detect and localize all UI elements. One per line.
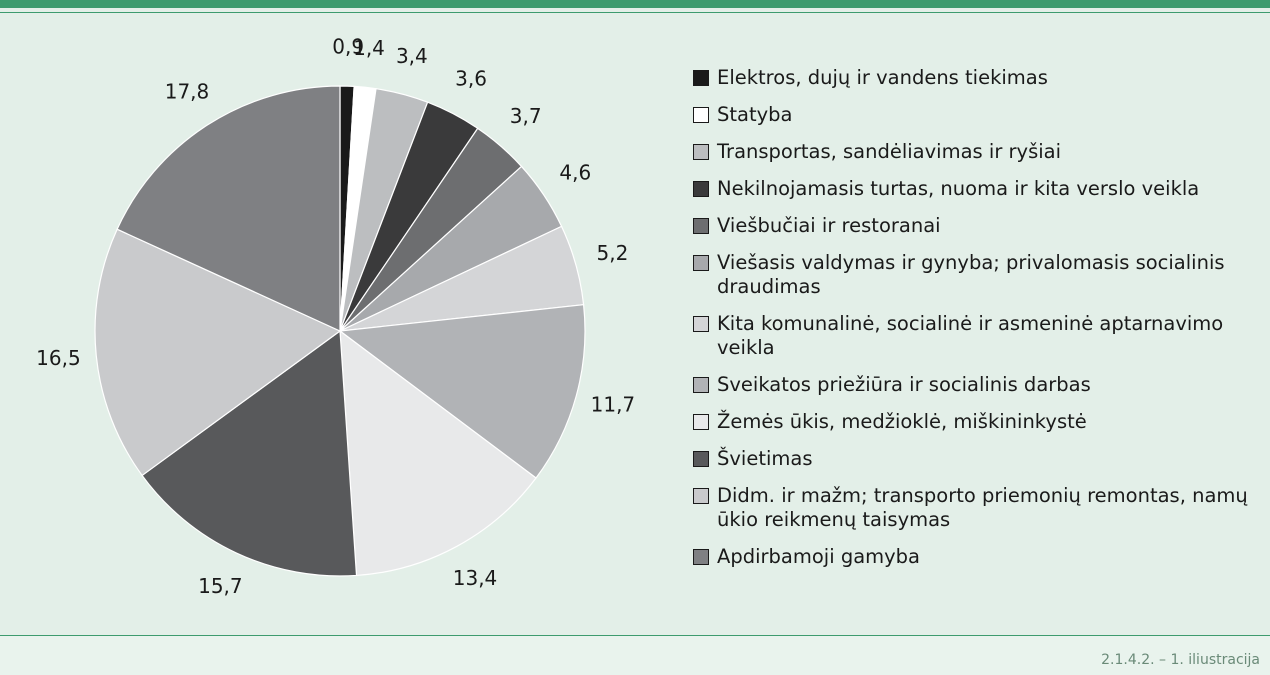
data-label: 13,4 [453, 566, 498, 590]
data-label: 0,9 [332, 35, 364, 59]
bottom-rule [0, 635, 1270, 636]
legend-swatch [693, 181, 709, 197]
pie-slice [338, 304, 586, 479]
pie-slice [339, 329, 537, 577]
data-label: 17,8 [165, 79, 210, 103]
legend-item: Transportas, sandėliavimas ir ryšiai [693, 140, 1268, 164]
data-label: 3,7 [510, 104, 542, 128]
legend-item: Apdirbamoji gamyba [693, 545, 1268, 569]
chart: 0,91,4 3,4 3,6 3,7 4,6 5,2 11,7 13,4 15,7 16,5 17,… [36, 35, 636, 598]
legend-item: Švietimas [693, 447, 1268, 471]
legend-swatch [693, 488, 709, 504]
legend-label: Transportas, sandėliavimas ir ryšiai [717, 140, 1062, 163]
legend-swatch [693, 70, 709, 86]
legend-swatch [693, 316, 709, 332]
data-label: 16,5 [36, 346, 81, 370]
legend-swatch [693, 218, 709, 234]
legend-item: Elektros, dujų ir vandens tiekimas [693, 66, 1268, 90]
legend-swatch [693, 144, 709, 160]
data-label: 3,6 [455, 67, 487, 91]
legend-label: Didm. ir mažm; transporto priemonių remo… [717, 484, 1248, 531]
legend-item: Statyba [693, 103, 1268, 127]
legend-swatch [693, 377, 709, 393]
legend-label: Viešasis valdymas ir gynyba; privalomasi… [717, 251, 1225, 298]
legend-swatch [693, 107, 709, 123]
legend-label: Nekilnojamasis turtas, nuoma ir kita ver… [717, 177, 1200, 200]
legend-label: Viešbučiai ir restoranai [717, 214, 941, 237]
data-label: 11,7 [591, 392, 636, 416]
legend-item: Viešasis valdymas ir gynyba; privalomasi… [693, 251, 1268, 299]
data-label: 4,6 [559, 160, 591, 184]
legend: Elektros, dujų ir vandens tiekimas Statyb… [693, 66, 1268, 582]
data-label: 1,4 [353, 36, 385, 60]
footer-text: 2.1.4.2. – 1. iliustracija [1101, 652, 1260, 668]
pie-slice [141, 329, 358, 577]
top-bar [0, 0, 1270, 8]
legend-item: Kita komunalinė, socialinė ir asmeninė a… [693, 312, 1268, 360]
legend-swatch [693, 255, 709, 271]
legend-swatch [693, 549, 709, 565]
legend-label: Žemės ūkis, medžioklė, miškininkystė [717, 410, 1087, 433]
legend-item: Nekilnojamasis turtas, nuoma ir kita ver… [693, 177, 1268, 201]
legend-label: Elektros, dujų ir vandens tiekimas [717, 66, 1048, 89]
legend-item: Žemės ūkis, medžioklė, miškininkystė [693, 410, 1268, 434]
legend-label: Apdirbamoji gamyba [717, 545, 921, 568]
data-label: 5,2 [597, 241, 629, 265]
pie-slice [116, 85, 341, 332]
pie-slice [94, 228, 342, 477]
legend-item: Didm. ir mažm; transporto priemonių remo… [693, 484, 1268, 532]
legend-item: Sveikatos priežiūra ir socialinis darbas [693, 373, 1268, 397]
data-label: 15,7 [198, 574, 243, 598]
legend-label: Švietimas [717, 447, 813, 470]
footer: 2.1.4.2. – 1. iliustracija [0, 636, 1270, 675]
legend-label: Sveikatos priežiūra ir socialinis darbas [717, 373, 1091, 396]
legend-item: Viešbučiai ir restoranai [693, 214, 1268, 238]
legend-label: Statyba [717, 103, 793, 126]
data-label: 3,4 [396, 44, 428, 68]
legend-label: Kita komunalinė, socialinė ir asmeninė a… [717, 312, 1224, 359]
legend-swatch [693, 451, 709, 467]
top-rule [0, 12, 1270, 13]
legend-swatch [693, 414, 709, 430]
